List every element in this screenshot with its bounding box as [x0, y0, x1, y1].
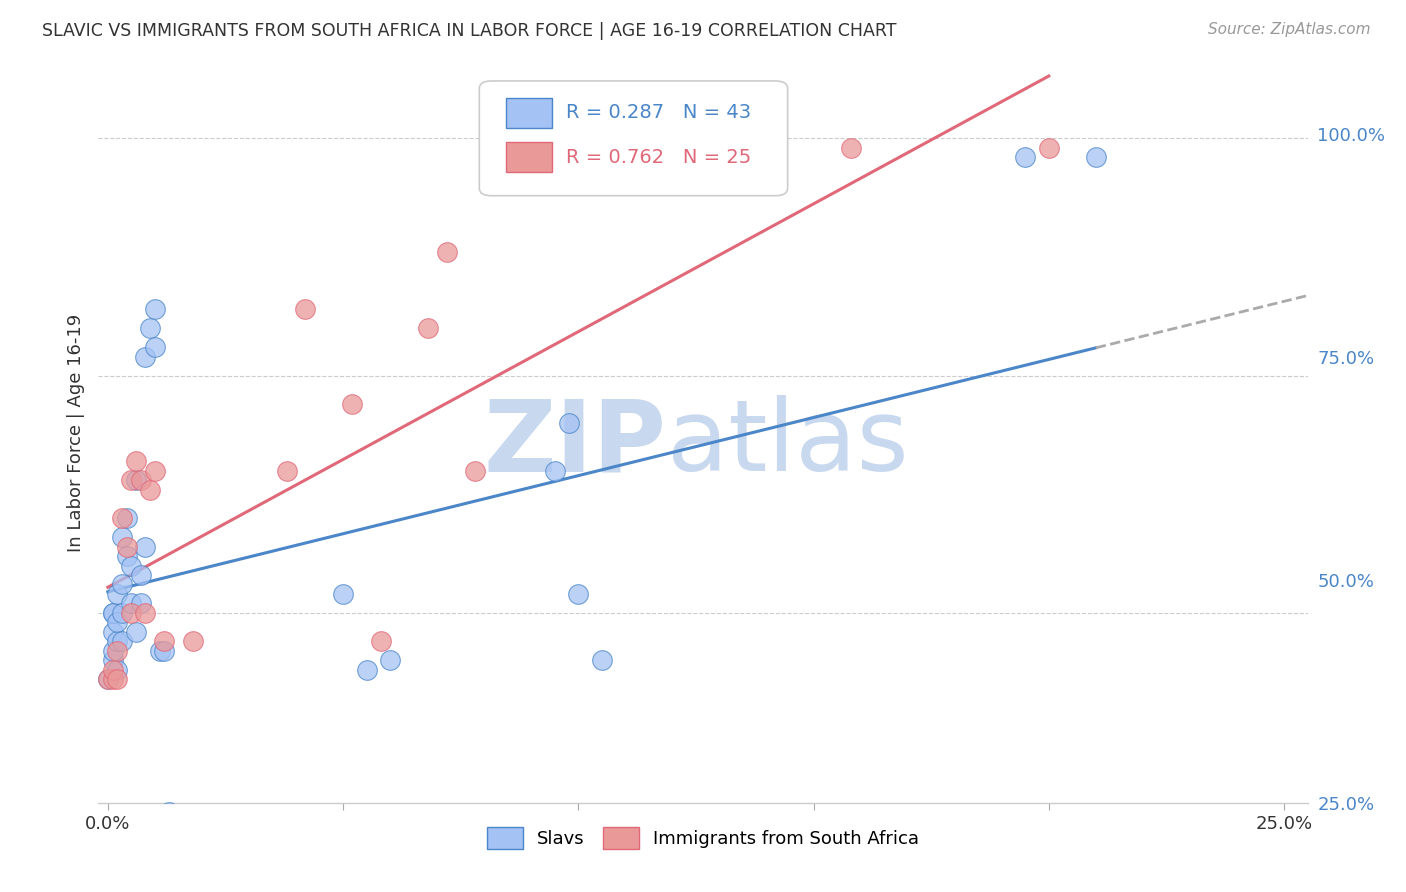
Point [181, 634, 204, 648]
Point [101, 663, 124, 677]
Point [111, 634, 134, 648]
Point [139, 483, 162, 497]
Point [839, 141, 862, 155]
Point [378, 653, 401, 667]
Point [115, 549, 138, 563]
Point [276, 464, 298, 478]
Text: R = 0.762   N = 25: R = 0.762 N = 25 [567, 148, 752, 167]
Point [134, 350, 156, 364]
Point [139, 321, 162, 335]
Text: Source: ZipAtlas.com: Source: ZipAtlas.com [1208, 22, 1371, 37]
Point [111, 511, 134, 525]
Point [143, 302, 166, 317]
Point [134, 606, 156, 620]
Point [416, 321, 439, 335]
Point [101, 606, 124, 620]
Point [356, 663, 378, 677]
Point [1038, 141, 1060, 155]
Point [143, 340, 166, 354]
Point [105, 673, 128, 687]
Point [464, 464, 486, 478]
Point [567, 587, 589, 601]
Point [111, 606, 134, 620]
Point [125, 473, 148, 487]
Point [134, 540, 156, 554]
Point [129, 568, 152, 582]
Point [105, 663, 128, 677]
Point [111, 530, 134, 544]
Point [143, 464, 166, 478]
Point [370, 634, 392, 648]
Point [105, 587, 128, 601]
Point [520, 160, 543, 174]
Point [101, 653, 124, 667]
FancyBboxPatch shape [506, 143, 551, 172]
Point [125, 454, 148, 468]
Point [436, 245, 458, 260]
Y-axis label: In Labor Force | Age 16-19: In Labor Force | Age 16-19 [66, 313, 84, 552]
Point [101, 624, 124, 639]
FancyBboxPatch shape [479, 81, 787, 195]
Point [105, 634, 128, 648]
Point [157, 805, 180, 820]
Text: atlas: atlas [666, 395, 908, 492]
Point [120, 473, 142, 487]
Point [101, 606, 124, 620]
Text: R = 0.287   N = 43: R = 0.287 N = 43 [567, 103, 751, 122]
Point [534, 150, 557, 164]
Point [332, 587, 354, 601]
Point [1014, 150, 1036, 164]
Point [105, 615, 128, 630]
Legend: Slavs, Immigrants from South Africa: Slavs, Immigrants from South Africa [479, 821, 927, 856]
Point [120, 606, 142, 620]
Point [342, 397, 364, 411]
Point [125, 624, 148, 639]
Point [153, 644, 176, 658]
Text: ZIP: ZIP [484, 395, 666, 492]
Text: SLAVIC VS IMMIGRANTS FROM SOUTH AFRICA IN LABOR FORCE | AGE 16-19 CORRELATION CH: SLAVIC VS IMMIGRANTS FROM SOUTH AFRICA I… [42, 22, 897, 40]
Point [591, 653, 613, 667]
Point [120, 597, 142, 611]
Point [115, 540, 138, 554]
Point [101, 644, 124, 658]
Point [544, 464, 567, 478]
Point [153, 634, 176, 648]
Point [294, 302, 316, 317]
Point [163, 814, 186, 829]
Point [990, 871, 1012, 886]
Point [97, 673, 120, 687]
FancyBboxPatch shape [506, 98, 551, 128]
Point [149, 644, 172, 658]
Point [111, 577, 134, 591]
Point [129, 597, 152, 611]
Point [105, 644, 128, 658]
Point [115, 511, 138, 525]
Point [101, 673, 124, 687]
Point [129, 473, 152, 487]
Point [558, 416, 581, 430]
Point [1084, 150, 1107, 164]
Point [97, 673, 120, 687]
Point [120, 558, 142, 573]
